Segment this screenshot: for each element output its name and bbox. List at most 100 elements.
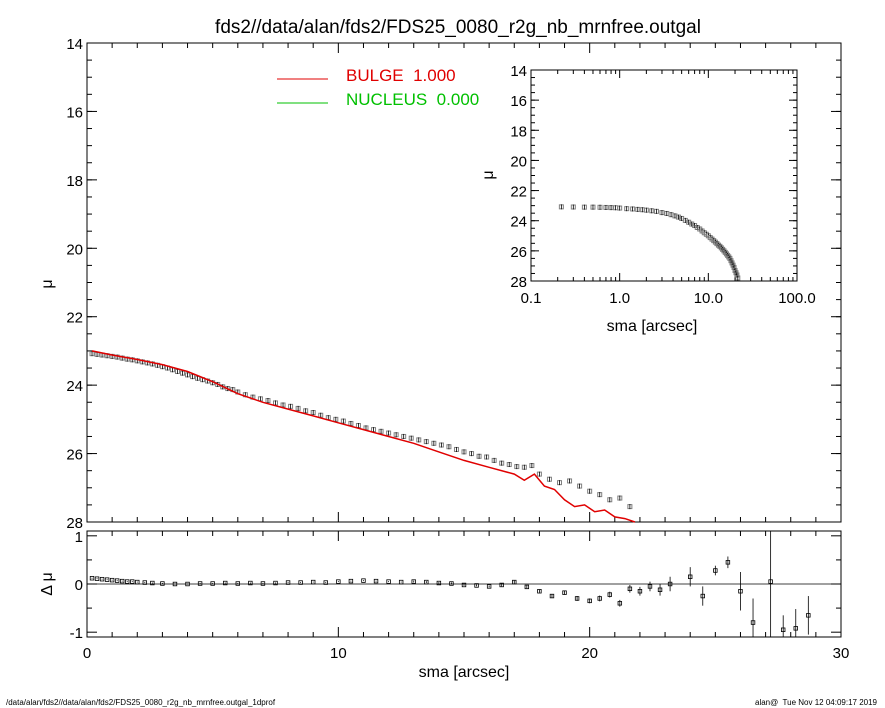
inset-x-tick-label: 0.1 bbox=[521, 290, 542, 307]
inset-y-tick-label: 14 bbox=[510, 63, 527, 80]
residual-point bbox=[713, 568, 718, 573]
residual-point bbox=[486, 584, 492, 589]
main-axis-ticks: 14 16 18 20 22 24 26 28 bbox=[66, 36, 842, 532]
residual-point bbox=[461, 582, 467, 588]
residual-point bbox=[574, 596, 580, 601]
residual-point bbox=[549, 593, 555, 599]
residual-point bbox=[130, 579, 135, 584]
residual-point bbox=[537, 589, 542, 594]
residual-point bbox=[273, 580, 278, 586]
residual-point bbox=[160, 581, 165, 586]
chart-title: fds2//data/alan/fds2/FDS25_0080_r2g_nb_m… bbox=[215, 17, 701, 38]
residual-x-tick-label: 20 bbox=[581, 645, 598, 662]
residual-point bbox=[248, 580, 253, 586]
residual-point bbox=[617, 601, 623, 606]
residual-point bbox=[361, 578, 366, 583]
residual-point bbox=[499, 582, 504, 588]
residual-point bbox=[524, 584, 530, 590]
residual-point bbox=[562, 590, 567, 595]
residual-point bbox=[657, 587, 663, 592]
inset-x-tick-label: 10.0 bbox=[694, 290, 723, 307]
residual-point bbox=[512, 579, 517, 585]
main-y-tick-label: 22 bbox=[66, 310, 83, 327]
main-y-tick-label: 18 bbox=[66, 173, 83, 190]
inset-y-tick-label: 18 bbox=[510, 123, 527, 140]
inset-y-tick-label: 16 bbox=[510, 93, 527, 110]
residual-point bbox=[637, 589, 643, 594]
residual-point bbox=[310, 579, 316, 585]
residual-x-tick-label: 30 bbox=[833, 645, 850, 662]
residual-point bbox=[587, 598, 592, 604]
inset-y-axis-label: μ bbox=[480, 170, 497, 179]
residual-point bbox=[114, 578, 120, 583]
residual-point bbox=[768, 579, 773, 584]
residual-point bbox=[150, 580, 155, 586]
residual-point bbox=[210, 581, 215, 586]
residual-point bbox=[627, 586, 633, 592]
residual-point bbox=[89, 576, 95, 581]
main-y-axis-label: μ bbox=[39, 279, 56, 288]
inset-x-tick-label: 1.0 bbox=[609, 290, 630, 307]
residual-point bbox=[793, 626, 798, 631]
residual-point bbox=[449, 581, 454, 586]
residual-point bbox=[688, 574, 693, 579]
legend: BULGE 1.000 NUCLEUS 0.000 bbox=[277, 66, 479, 109]
residual-point bbox=[185, 581, 190, 587]
residual-point bbox=[285, 580, 291, 585]
residual-point bbox=[142, 580, 148, 585]
residual-x-tick-label: 10 bbox=[330, 645, 347, 662]
residual-point bbox=[172, 581, 178, 587]
residual-point bbox=[424, 579, 429, 585]
footer-file-path: /data/alan/fds2//data/alan/fds2/FDS25_00… bbox=[6, 698, 276, 707]
main-y-tick-label: 26 bbox=[66, 447, 83, 464]
residual-point bbox=[260, 581, 266, 586]
main-y-tick-label: 20 bbox=[66, 241, 83, 258]
residual-y-tick-label: 0 bbox=[75, 577, 83, 594]
residual-point bbox=[386, 579, 391, 584]
residual-point bbox=[474, 583, 479, 588]
residual-point bbox=[94, 576, 100, 581]
residual-point bbox=[806, 613, 811, 618]
residual-point bbox=[373, 578, 379, 584]
residual-point bbox=[667, 581, 673, 587]
inset-axis-ticks: 14 16 18 20 22 24 26 280.1 1.0 10.0 100.0 bbox=[510, 63, 815, 307]
main-profile-panel: 14 16 18 20 22 24 26 28 μ BULGE 1.000 NUCLEUS 0… bbox=[39, 36, 842, 532]
main-y-tick-label: 28 bbox=[66, 515, 83, 532]
inset-x-axis-label: sma [arcsec] bbox=[607, 318, 698, 335]
residual-point bbox=[99, 576, 105, 582]
residual-point bbox=[223, 580, 228, 586]
residual-point bbox=[607, 592, 612, 597]
residual-point bbox=[336, 579, 341, 584]
bulge-model-line bbox=[91, 350, 636, 523]
residual-y-tick-label: 1 bbox=[75, 529, 83, 546]
residual-point bbox=[298, 580, 303, 585]
residual-y-tick-label: -1 bbox=[70, 625, 83, 642]
residual-point bbox=[738, 589, 743, 594]
main-y-tick-label: 24 bbox=[66, 378, 83, 395]
residual-point bbox=[398, 579, 404, 585]
inset-y-tick-label: 20 bbox=[510, 153, 527, 170]
inset-y-tick-label: 22 bbox=[510, 184, 527, 201]
inset-y-tick-label: 26 bbox=[510, 244, 527, 261]
residual-x-tick-label: 0 bbox=[83, 645, 91, 662]
residual-point bbox=[750, 620, 756, 625]
residual-point bbox=[323, 580, 328, 585]
inset-y-tick-label: 28 bbox=[510, 274, 527, 291]
legend-bulge-label: BULGE 1.000 bbox=[346, 66, 456, 85]
residual-point bbox=[647, 584, 653, 589]
bulge-model-series bbox=[91, 350, 636, 523]
residual-point bbox=[125, 579, 130, 584]
main-y-tick-label: 16 bbox=[66, 104, 83, 121]
residual-point bbox=[104, 577, 110, 582]
residual-point bbox=[780, 627, 786, 632]
main-y-tick-label: 14 bbox=[66, 36, 83, 53]
footer-user-timestamp: alan@ Tue Nov 12 04:09:17 2019 bbox=[755, 698, 878, 707]
residual-point bbox=[119, 578, 125, 584]
residual-point bbox=[348, 578, 354, 584]
residual-point bbox=[135, 579, 140, 585]
residual-point bbox=[235, 581, 240, 586]
legend-nucleus-label: NUCLEUS 0.000 bbox=[346, 90, 479, 109]
